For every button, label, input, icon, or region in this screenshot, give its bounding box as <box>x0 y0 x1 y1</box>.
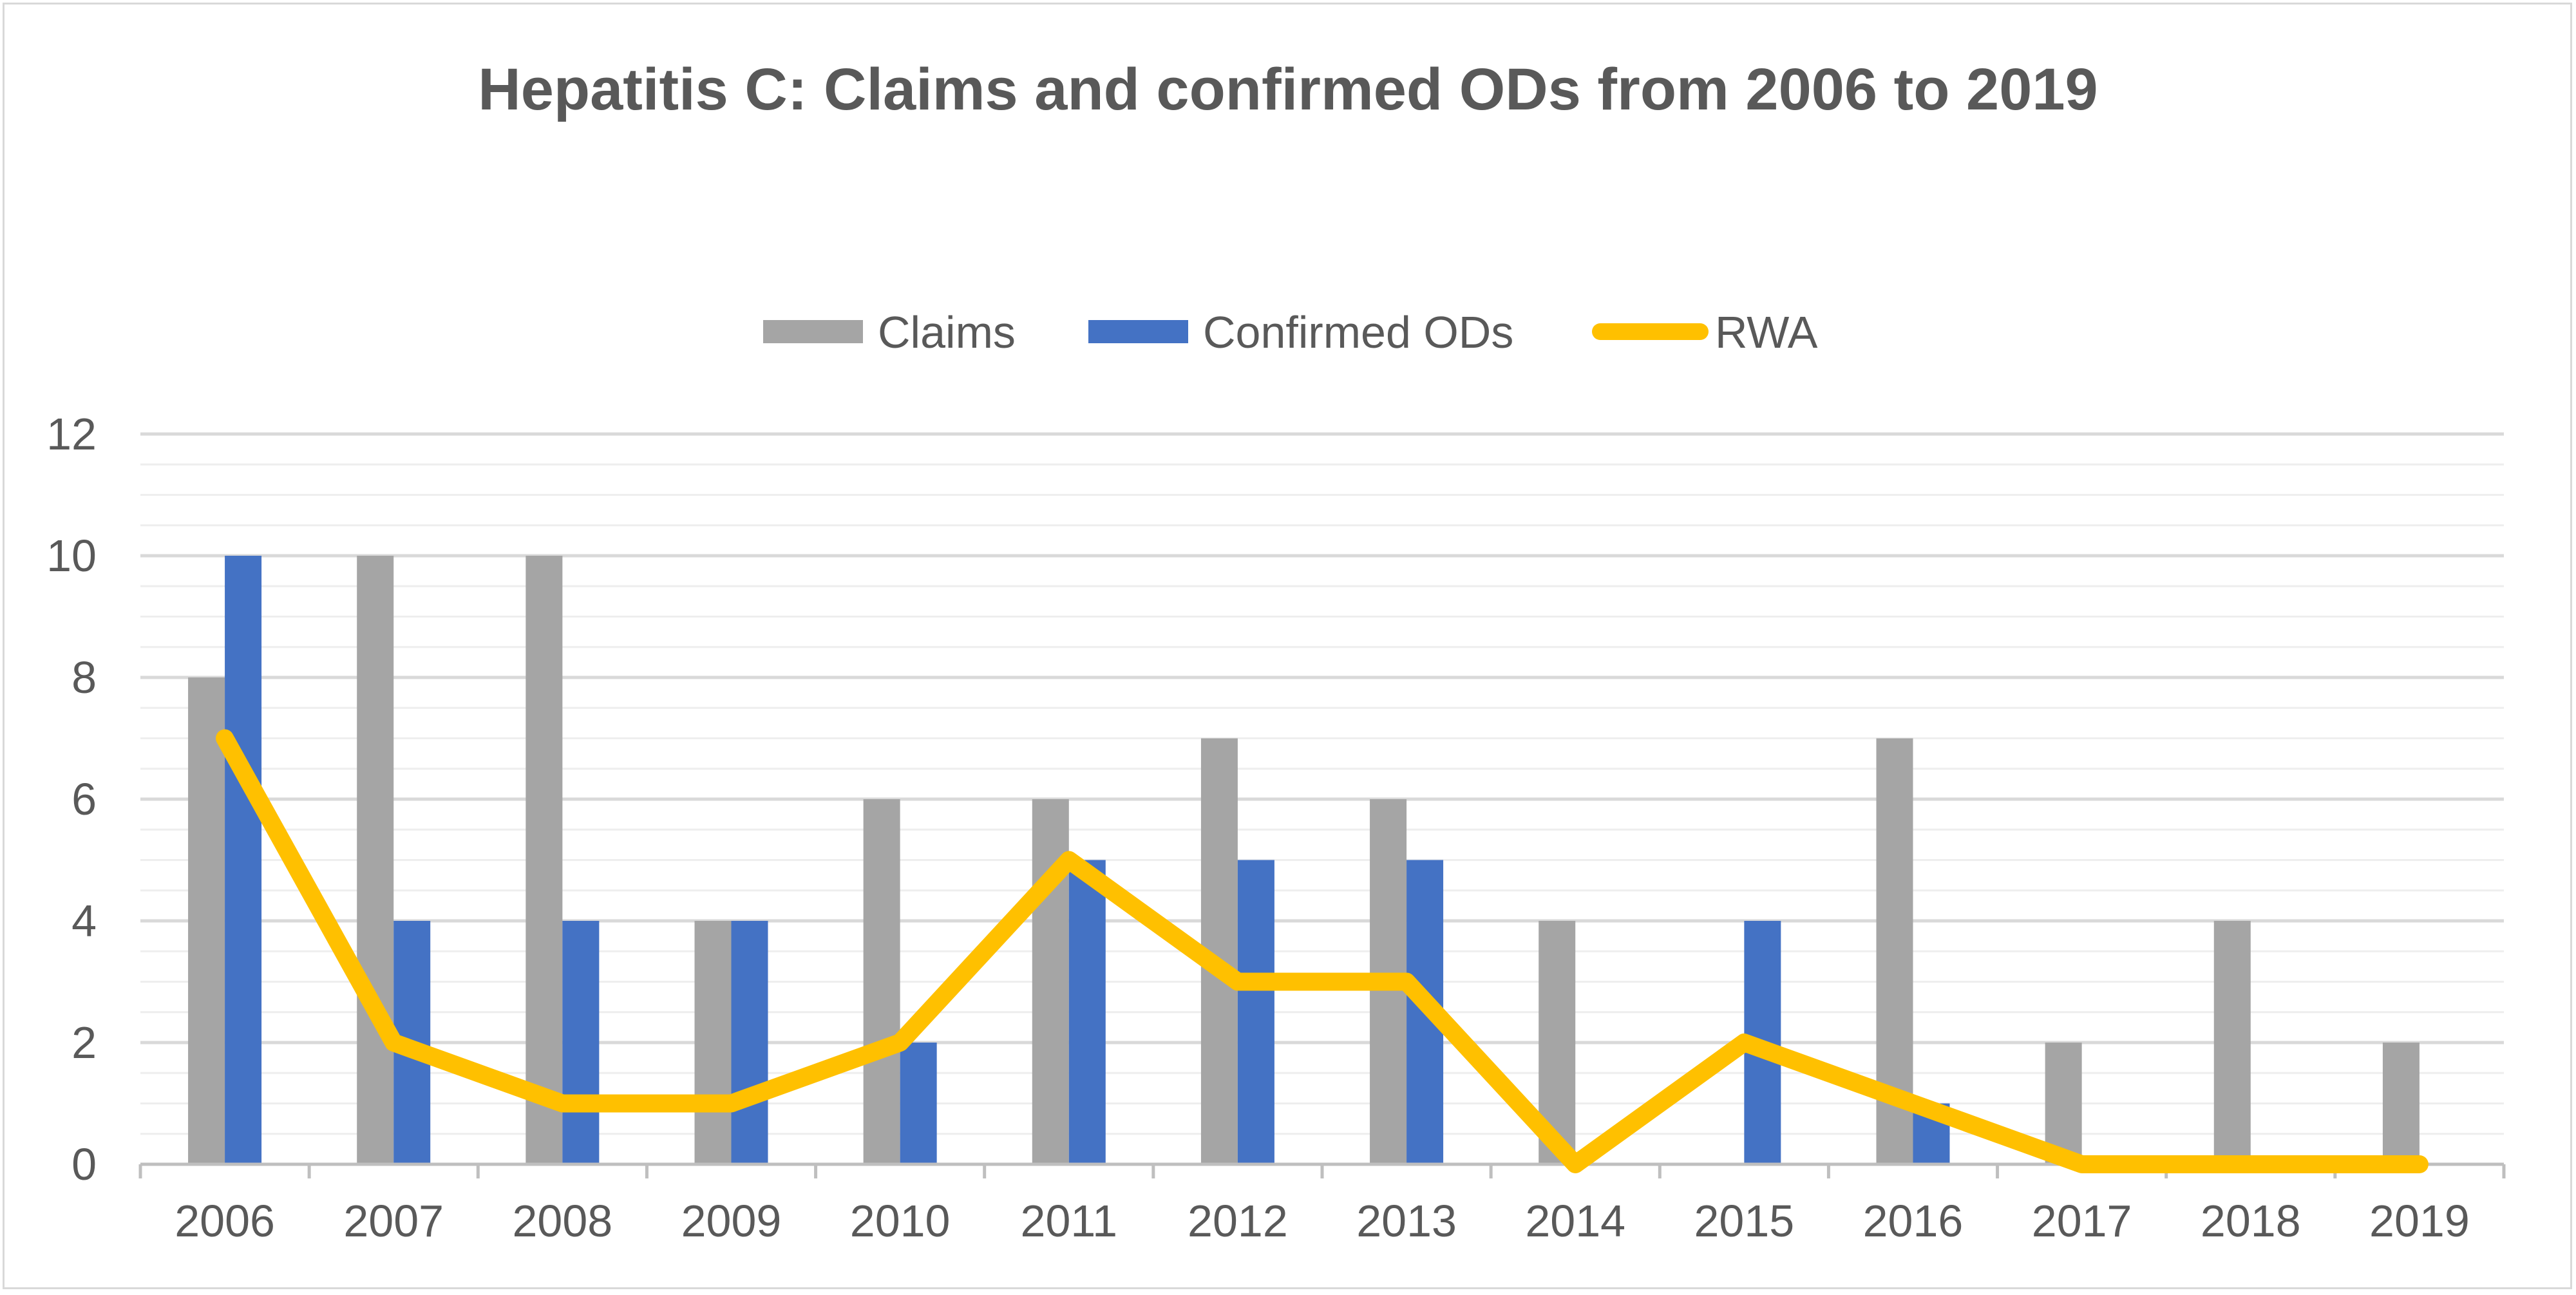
legend-item-rwa: RWA <box>1592 307 1818 357</box>
y-tick-label: 4 <box>71 896 97 946</box>
x-tick-label: 2011 <box>1021 1196 1118 1246</box>
legend-label: Claims <box>878 307 1016 357</box>
x-tick-label: 2015 <box>1694 1196 1794 1246</box>
bar-confirmed-ods-2011 <box>1068 860 1106 1164</box>
y-tick-label: 0 <box>71 1139 97 1189</box>
y-tick-label: 8 <box>71 652 97 703</box>
bar-claims-2018 <box>2213 921 2251 1164</box>
x-tick-label: 2014 <box>1525 1196 1625 1246</box>
bar-claims-2009 <box>694 921 732 1164</box>
x-tick-label: 2009 <box>681 1196 782 1246</box>
y-tick-label: 12 <box>46 409 97 459</box>
legend-item-claims: Claims <box>763 307 1016 357</box>
bar-confirmed-ods-2008 <box>562 921 600 1164</box>
x-axis-tick-labels: 2006 2007 2008 2009 2010 2011 2012 2013 2014 2015… <box>175 1196 2470 1246</box>
x-tick-label: 2012 <box>1188 1196 1288 1246</box>
bar-confirmed-ods-2010 <box>900 1043 937 1164</box>
bar-claims-2019 <box>2382 1043 2420 1164</box>
y-axis-tick-labels: 0 2 4 6 8 10 12 <box>46 409 97 1189</box>
bar-confirmed-ods-2006 <box>225 556 262 1164</box>
bar-confirmed-ods-2009 <box>731 921 768 1164</box>
bar-claims-2010 <box>863 799 900 1164</box>
x-tick-label: 2010 <box>850 1196 951 1246</box>
legend-item-confirmed-ods: Confirmed ODs <box>1088 307 1513 357</box>
x-tick-label: 2019 <box>2369 1196 2470 1246</box>
x-tick-label: 2016 <box>1863 1196 1964 1246</box>
grid-layer <box>140 432 2504 1135</box>
x-tick-label: 2018 <box>2201 1196 2301 1246</box>
legend-swatch <box>1088 320 1188 343</box>
chart-frame <box>3 3 2572 1289</box>
bar-claims-2008 <box>526 556 563 1164</box>
bar-confirmed-ods-2012 <box>1237 860 1274 1164</box>
y-tick-label: 10 <box>46 531 97 581</box>
chart-title: Hepatitis C: Claims and confirmed ODs fr… <box>478 57 2098 122</box>
legend-swatch <box>763 320 863 343</box>
bar-claims-2007 <box>357 556 394 1164</box>
line-rwa <box>216 729 2429 1173</box>
legend-label: RWA <box>1715 307 1818 357</box>
y-tick-label: 6 <box>71 774 97 824</box>
x-tick-label: 2006 <box>175 1196 275 1246</box>
x-tick-label: 2013 <box>1356 1196 1457 1246</box>
x-tick-label: 2008 <box>512 1196 612 1246</box>
x-tick-label: 2007 <box>343 1196 444 1246</box>
x-tick-label: 2017 <box>2032 1196 2132 1246</box>
legend-label: Confirmed ODs <box>1203 307 1513 357</box>
bars-layer <box>188 556 2420 1164</box>
y-tick-label: 2 <box>71 1017 97 1068</box>
rwa-line-layer <box>216 729 2429 1173</box>
bar-claims-2006 <box>188 677 225 1164</box>
legend: Claims Confirmed ODs RWA <box>763 307 1818 357</box>
